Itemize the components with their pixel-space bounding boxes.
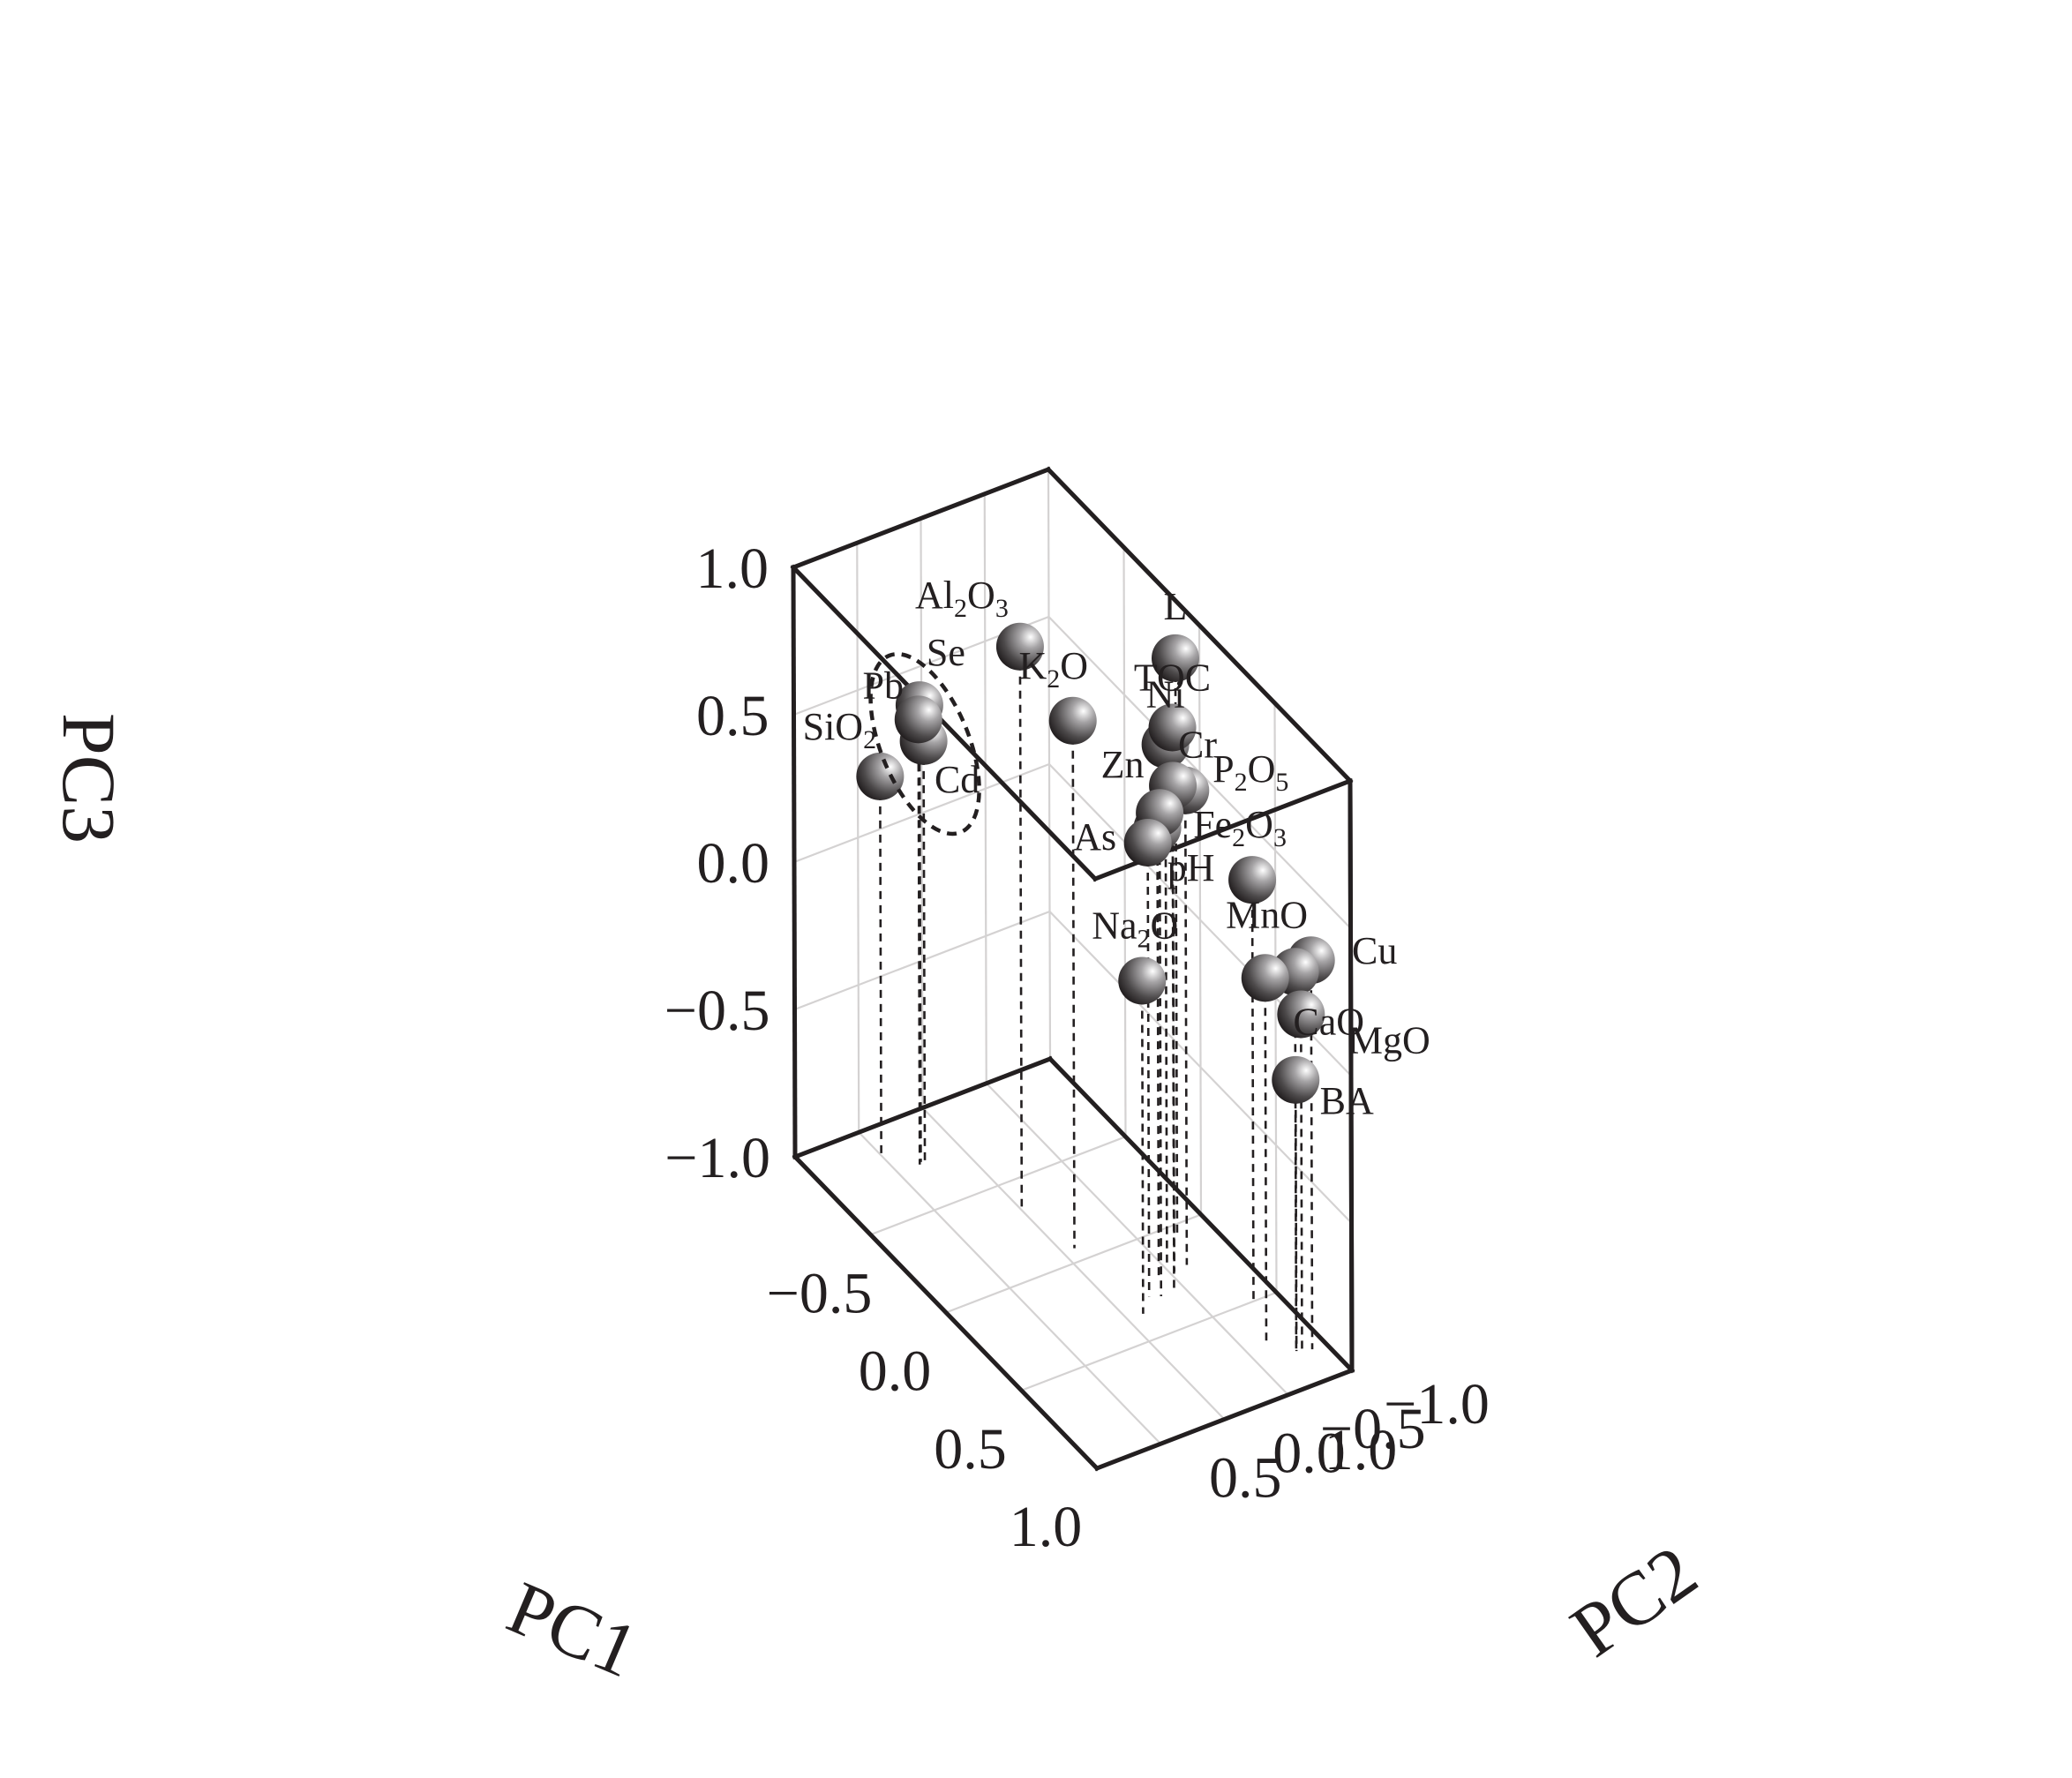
pc1-tick-label: 1.0 bbox=[1010, 1495, 1083, 1559]
drop-line bbox=[1294, 987, 1298, 1349]
box-edge bbox=[1093, 1367, 1355, 1472]
floor-grid-line bbox=[921, 1107, 1226, 1421]
point-label: MgO bbox=[1348, 1018, 1430, 1062]
wall-grid-line bbox=[856, 543, 860, 1133]
drop-line bbox=[879, 791, 882, 1154]
data-point bbox=[1241, 954, 1289, 1002]
point-label: TOC bbox=[1134, 656, 1211, 699]
point-label: K2​O bbox=[1018, 644, 1088, 694]
data-point bbox=[995, 622, 1044, 671]
drop-line bbox=[1156, 844, 1160, 1276]
pc1-tick-label: −0.5 bbox=[767, 1261, 873, 1325]
drop-line bbox=[917, 735, 921, 1165]
data-point bbox=[1151, 634, 1199, 682]
point-label: MnO bbox=[1226, 893, 1308, 936]
group-ellipse bbox=[868, 651, 981, 836]
point-label: Cd bbox=[935, 758, 980, 801]
pc3-tick-label: −0.5 bbox=[664, 979, 770, 1043]
drop-line bbox=[1300, 1030, 1303, 1354]
drop-line bbox=[1174, 673, 1179, 1239]
wall-grid-line bbox=[793, 762, 1050, 864]
drop-line bbox=[1250, 896, 1255, 1302]
data-point bbox=[1277, 990, 1325, 1039]
point-label: SiO2​ bbox=[803, 705, 876, 754]
box-edge bbox=[792, 1055, 1054, 1160]
pc2-axis-title: PC2 bbox=[1556, 1528, 1711, 1673]
floor-grid-line bbox=[858, 1131, 1162, 1445]
tick-labels: −0.50.00.51.0−1.0−0.50.00.5 1.0−1.0−0.50.… bbox=[664, 536, 1490, 1559]
box-edge bbox=[791, 565, 798, 1159]
drop-line bbox=[1158, 829, 1163, 1296]
pc2-tick-label: −0.5 bbox=[1320, 1397, 1426, 1461]
point-label: L bbox=[1164, 585, 1188, 628]
pc3-axis-title: PC3 bbox=[47, 713, 131, 844]
point-label: Zn bbox=[1101, 743, 1145, 786]
drop-line bbox=[1264, 994, 1268, 1344]
data-point bbox=[1228, 856, 1277, 904]
point-label: Se bbox=[927, 631, 965, 674]
drop-line bbox=[1146, 858, 1151, 1297]
data-point bbox=[856, 752, 905, 800]
drop-line bbox=[1140, 996, 1145, 1314]
drop-line bbox=[1310, 976, 1314, 1350]
pc3-tick-label: 0.0 bbox=[697, 831, 770, 896]
point-label: As bbox=[1073, 815, 1116, 859]
point-label: Fe2​O3​ bbox=[1193, 803, 1287, 852]
box-edge bbox=[792, 1153, 1100, 1472]
back-vertical-edge bbox=[1047, 469, 1052, 1060]
floor-grid-line bbox=[1021, 1291, 1277, 1392]
point-label: P2​O5​ bbox=[1212, 747, 1288, 797]
front-vertical-edge bbox=[1348, 778, 1355, 1373]
data-points: LCdSeP2​O5​PbAl2​O3​SiO2​NiFe2​O3​CrpHK2… bbox=[803, 574, 1430, 1122]
pc2-tick-label: 0.5 bbox=[1209, 1445, 1282, 1510]
drop-line bbox=[922, 756, 927, 1163]
point-label: pH bbox=[1167, 846, 1215, 889]
pc1-axis-title: PC1 bbox=[496, 1564, 649, 1693]
drop-line bbox=[1183, 806, 1189, 1265]
data-point bbox=[1272, 1055, 1320, 1104]
pc3-tick-label: 0.5 bbox=[696, 684, 769, 748]
pc1-tick-label: 0.5 bbox=[934, 1417, 1007, 1482]
pc2-tick-label: −1.0 bbox=[1384, 1372, 1490, 1437]
pc3-tick-label: −1.0 bbox=[664, 1126, 770, 1190]
point-label: Al2​O3​ bbox=[915, 574, 1009, 623]
pc2-tick-label: 0.0 bbox=[1272, 1422, 1346, 1486]
pc1-tick-label: 1.0 bbox=[1325, 1418, 1398, 1482]
drop-line bbox=[1294, 1095, 1298, 1352]
point-label: Na2​O bbox=[1092, 904, 1178, 953]
axis-titles: PC1 PC2 PC3 bbox=[47, 713, 1712, 1694]
point-label: Ni bbox=[1146, 673, 1185, 716]
box-edge bbox=[1045, 466, 1354, 784]
data-point bbox=[1148, 703, 1197, 752]
pc1-tick-label: 0.0 bbox=[859, 1339, 932, 1404]
front-box-edges bbox=[1348, 778, 1355, 1373]
point-label: BA bbox=[1320, 1079, 1374, 1122]
drop-line bbox=[1171, 801, 1176, 1272]
point-label: CaO bbox=[1293, 1000, 1364, 1043]
box-edge bbox=[790, 564, 1099, 882]
data-point bbox=[1048, 696, 1097, 745]
drop-line bbox=[1071, 736, 1076, 1249]
data-point bbox=[894, 695, 942, 744]
data-point bbox=[1118, 957, 1167, 1005]
drop-lines bbox=[879, 662, 1314, 1354]
point-label: Cu bbox=[1352, 929, 1397, 972]
drop-line bbox=[1018, 662, 1024, 1207]
data-point bbox=[1123, 818, 1172, 866]
point-label: Cr bbox=[1178, 723, 1217, 766]
box-edge bbox=[790, 466, 1052, 571]
pc3-tick-label: 1.0 bbox=[696, 536, 769, 601]
